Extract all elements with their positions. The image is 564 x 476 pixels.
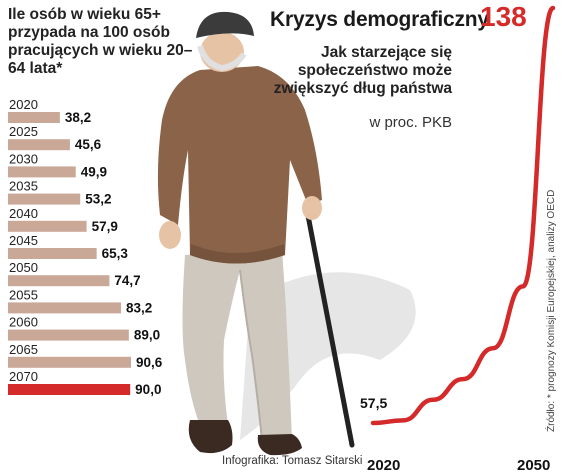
bar-year-label: 2025	[9, 124, 38, 139]
bar-value-label: 65,3	[102, 246, 129, 261]
bar	[8, 166, 76, 178]
bar-year-label: 2065	[9, 342, 38, 357]
line-chart-title: Kryzys demograficzny	[270, 8, 489, 31]
bar-year-label: 2050	[9, 260, 38, 275]
bar-chart-title: Ile osób w wieku 65+ przypada na 100 osó…	[8, 6, 193, 77]
bar	[8, 302, 121, 314]
bar-value-label: 45,6	[75, 137, 102, 152]
bar-value-label: 74,7	[114, 273, 140, 288]
line-chart-subtitle: Jak starzejące się społeczeństwo może zw…	[273, 44, 452, 97]
bar-value-label: 89,0	[134, 328, 160, 343]
bar-year-label: 2045	[9, 233, 38, 248]
bar-value-label: 57,9	[92, 219, 118, 234]
bar-value-label: 90,6	[136, 355, 163, 370]
source-note: Źródło: * prognozy Komisji Europejskiej,…	[546, 189, 557, 432]
bar	[8, 275, 110, 287]
bar-value-label: 38,2	[65, 110, 91, 125]
bar-year-label: 2035	[9, 179, 38, 194]
x-tick-label: 2050	[517, 457, 550, 474]
bar	[8, 112, 60, 123]
bar-value-label: 53,2	[85, 192, 111, 207]
line-chart-unit: w proc. PKB	[369, 114, 452, 131]
bar	[8, 220, 87, 232]
bar-year-label: 2055	[9, 287, 38, 302]
line-end-value-label: 138	[480, 1, 527, 32]
bar-year-label: 2040	[9, 206, 38, 221]
series-line	[370, 5, 556, 426]
x-tick-label: 2020	[367, 457, 400, 474]
bar	[8, 329, 129, 341]
bar-value-label: 90,0	[135, 382, 161, 397]
bar	[8, 193, 81, 205]
bar	[8, 356, 131, 368]
credit-text: Infografika: Tomasz Sitarski	[222, 455, 363, 467]
bar-value-label: 83,2	[126, 300, 152, 315]
bar-year-label: 2070	[9, 369, 38, 384]
bar	[8, 139, 70, 151]
line-start-value-label: 57,5	[360, 395, 387, 411]
bar	[8, 384, 131, 395]
bar-year-label: 2060	[9, 315, 38, 330]
bar-year-label: 2020	[9, 97, 38, 112]
bar-year-label: 2030	[9, 151, 38, 166]
bar	[8, 248, 97, 259]
bar-value-label: 49,9	[81, 164, 107, 179]
